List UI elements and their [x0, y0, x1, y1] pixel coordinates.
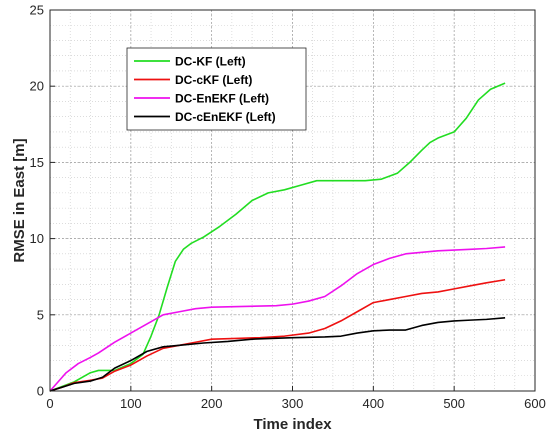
x-tick-label: 500 [443, 396, 465, 411]
x-tick-label: 0 [46, 396, 53, 411]
legend-entry-2: DC-cKF (Left) [175, 73, 252, 87]
x-tick-label: 200 [201, 396, 223, 411]
y-tick-label: 0 [37, 384, 44, 399]
x-axis-label: Time index [253, 416, 332, 433]
series-line-1 [49, 82, 506, 392]
y-axis-label: RMSE in East [m] [11, 138, 28, 262]
y-tick-label: 15 [30, 155, 44, 170]
y-tick-label: 5 [37, 307, 44, 322]
x-tick-label: 600 [524, 396, 546, 411]
axis-ticks: 0 100 200 300 400 500 600 0 5 10 15 20 25 [30, 3, 546, 412]
x-tick-label: 300 [282, 396, 304, 411]
x-tick-label: 400 [362, 396, 384, 411]
y-tick-label: 20 [30, 79, 44, 94]
legend-entry-3: DC-EnEKF (Left) [175, 92, 269, 106]
legend: DC-KF (Left) DC-cKF (Left) DC-EnEKF (Left)… [126, 47, 307, 131]
legend-entry-1: DC-KF (Left) [175, 55, 246, 69]
legend-entry-4: DC-cEnEKF (Left) [175, 110, 276, 124]
y-tick-label: 10 [30, 231, 44, 246]
y-tick-label: 25 [30, 3, 44, 18]
series-line-3 [49, 246, 506, 392]
x-tick-label: 100 [120, 396, 142, 411]
series-line-4 [49, 317, 506, 392]
series-layer [49, 82, 506, 392]
series-line-2 [49, 278, 506, 392]
